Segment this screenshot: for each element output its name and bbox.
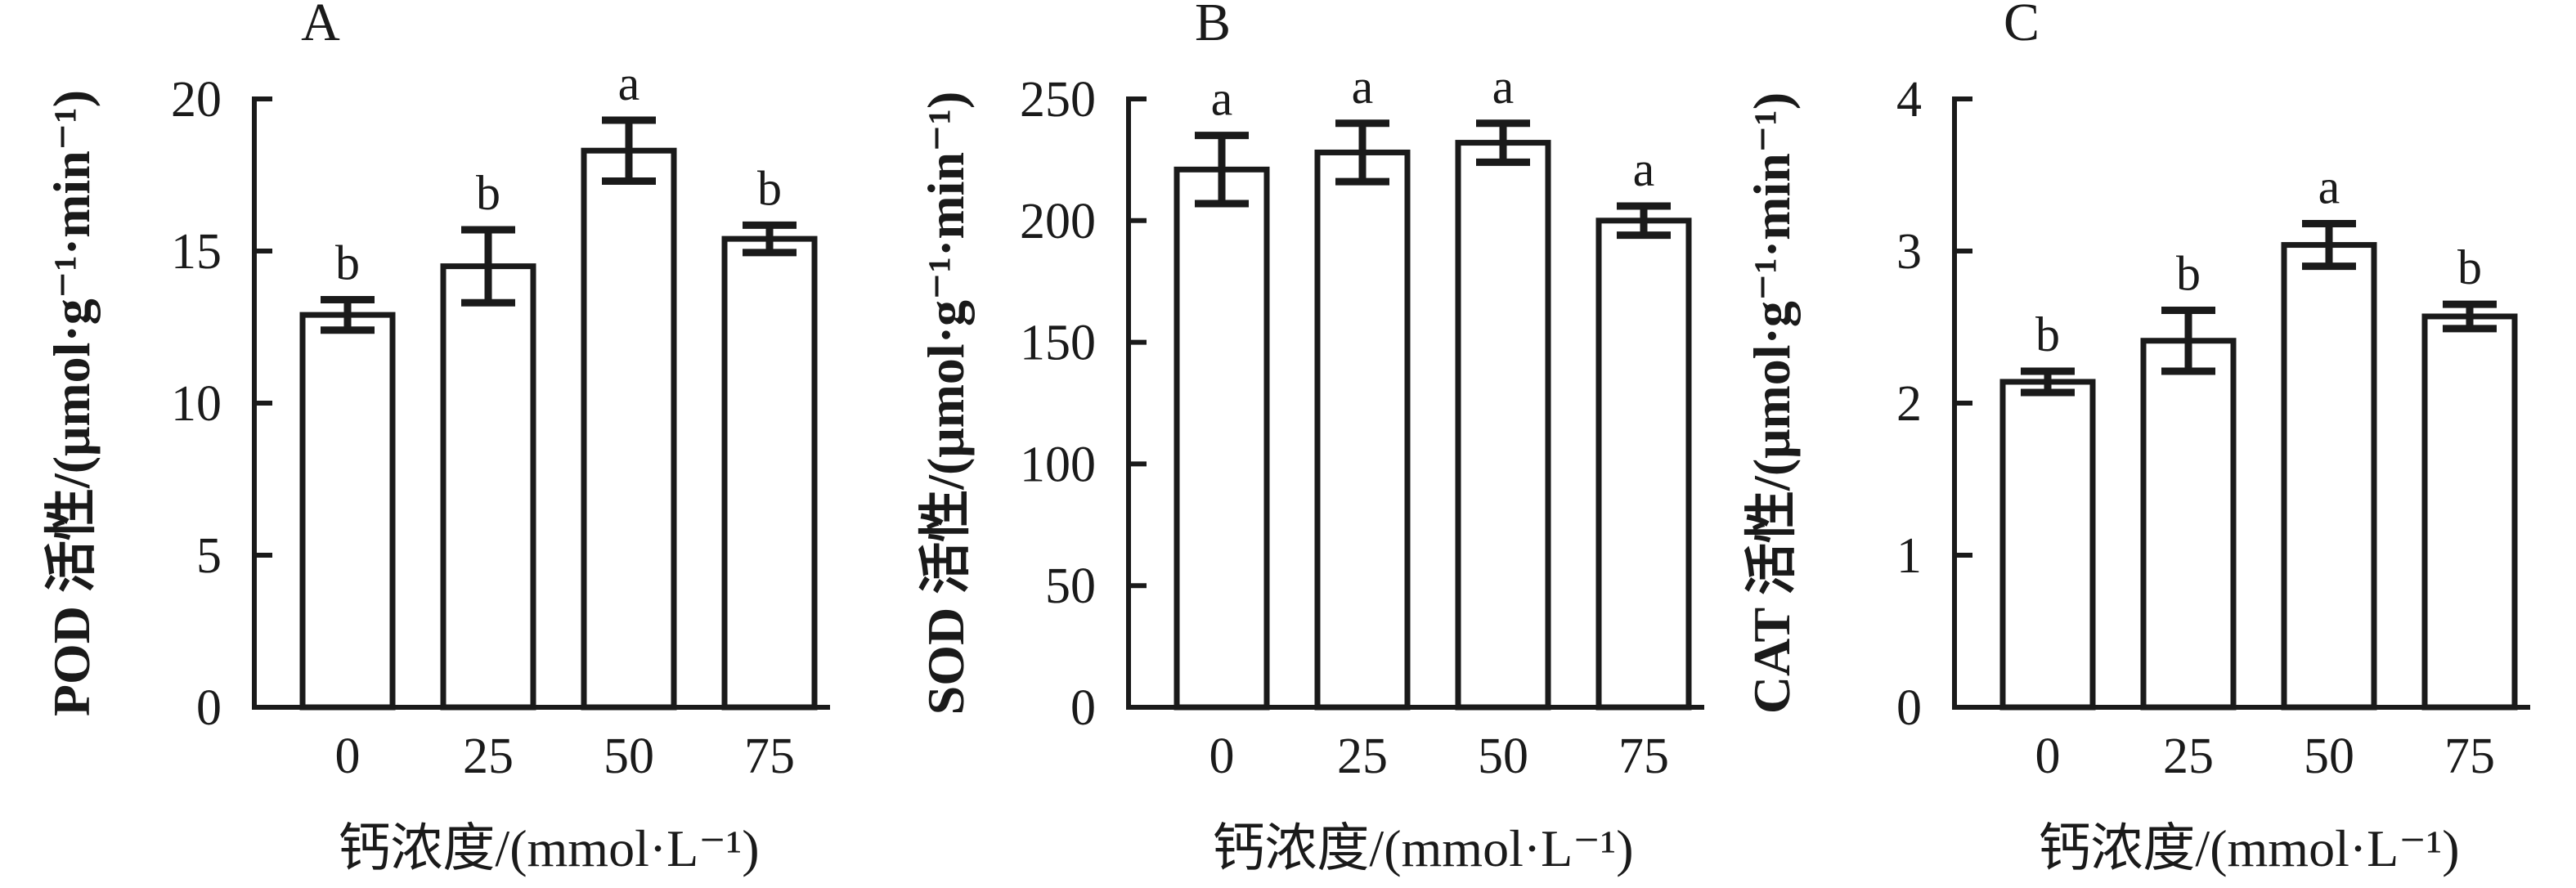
bar xyxy=(2281,242,2377,711)
bar xyxy=(1595,218,1692,711)
y-tick-label: 50 xyxy=(1045,558,1096,614)
sig-letter: b xyxy=(476,166,500,220)
x-tick-label: 50 xyxy=(1478,729,1528,784)
sig-letter: b xyxy=(757,161,782,215)
sig-letter: a xyxy=(1352,60,1374,114)
x-tick-label: 0 xyxy=(2035,729,2061,784)
panel-b: 0 50 100 150 200 250 a 0 a 25 a 50 a 75 B SOD 活性/(μmo… xyxy=(859,0,1717,888)
panel-c-y-axis-title: CAT 活性/(μmol·g⁻¹·min⁻¹) xyxy=(1743,92,1801,715)
sig-letter: a xyxy=(2318,160,2340,214)
sig-letter: b xyxy=(335,236,360,290)
y-tick-label: 15 xyxy=(171,224,222,280)
y-tick-label: 2 xyxy=(1896,376,1922,432)
sig-letter: a xyxy=(1211,72,1233,126)
bar xyxy=(299,312,396,711)
sig-letter: b xyxy=(2457,240,2482,294)
x-tick-label: 75 xyxy=(744,729,795,784)
y-tick-label: 3 xyxy=(1896,224,1922,280)
bar xyxy=(440,263,536,711)
panel-a-y-axis-title: POD 活性/(μmol·g⁻¹·min⁻¹) xyxy=(43,89,101,717)
bar xyxy=(1314,149,1411,711)
x-tick-label: 25 xyxy=(1337,729,1388,784)
sig-letter: b xyxy=(2176,247,2201,301)
y-tick-label: 4 xyxy=(1896,72,1922,128)
y-tick-label: 10 xyxy=(171,376,222,432)
y-tick-label: 0 xyxy=(1070,680,1096,736)
y-tick-label: 5 xyxy=(196,528,222,584)
bar xyxy=(721,235,818,711)
bar xyxy=(1174,166,1270,711)
sig-letter: a xyxy=(1633,142,1655,196)
panel-b-label: B xyxy=(1194,0,1232,52)
panel-a-x-axis-title: 钙浓度/(mmol·L⁻¹) xyxy=(338,819,760,877)
x-tick-label: 25 xyxy=(2163,729,2214,784)
bar xyxy=(1999,379,2096,711)
panel-c: 0 1 2 3 4 b 0 b 25 a 50 b 75 C CAT 活性/(μmol·g⁻¹·min⁻… xyxy=(1717,0,2576,888)
panel-a-plot-area: 0 5 10 15 20 b 0 b 25 a 50 b 75 xyxy=(171,56,830,784)
y-tick-label: 250 xyxy=(1020,72,1096,128)
panel-c-label: C xyxy=(2003,0,2040,52)
y-tick-label: 150 xyxy=(1020,316,1096,371)
bar xyxy=(2140,338,2237,711)
y-tick-label: 0 xyxy=(196,680,222,736)
y-tick-label: 1 xyxy=(1896,528,1922,584)
x-tick-label: 25 xyxy=(463,729,514,784)
x-tick-label: 0 xyxy=(335,729,361,784)
x-tick-label: 75 xyxy=(1618,729,1669,784)
panel-c-plot-area: 0 1 2 3 4 b 0 b 25 a 50 b 75 xyxy=(1896,72,2530,784)
bar xyxy=(581,147,677,711)
panel-b-x-axis-title: 钙浓度/(mmol·L⁻¹) xyxy=(1212,819,1634,877)
x-tick-label: 50 xyxy=(2304,729,2354,784)
panel-a-label: A xyxy=(301,0,340,52)
sig-letter: a xyxy=(1492,60,1515,114)
y-tick-label: 20 xyxy=(171,72,222,128)
sig-letter: b xyxy=(2035,307,2060,361)
sig-letter: a xyxy=(618,56,640,110)
y-tick-label: 200 xyxy=(1020,194,1096,249)
y-tick-label: 100 xyxy=(1020,437,1096,492)
x-tick-label: 75 xyxy=(2444,729,2495,784)
x-tick-label: 50 xyxy=(604,729,654,784)
bar xyxy=(2421,313,2518,711)
panel-c-x-axis-title: 钙浓度/(mmol·L⁻¹) xyxy=(2038,819,2460,877)
bar xyxy=(1455,140,1551,711)
panel-a: 0 5 10 15 20 b 0 b 25 a 50 b 75 A POD 活性/(μmol·g⁻¹·m… xyxy=(0,0,859,888)
panel-b-plot-area: 0 50 100 150 200 250 a 0 a 25 a 50 a 75 xyxy=(1020,60,1704,784)
x-tick-label: 0 xyxy=(1209,729,1235,784)
panel-b-y-axis-title: SOD 活性/(μmol·g⁻¹·min⁻¹) xyxy=(917,91,975,715)
y-tick-label: 0 xyxy=(1896,680,1922,736)
